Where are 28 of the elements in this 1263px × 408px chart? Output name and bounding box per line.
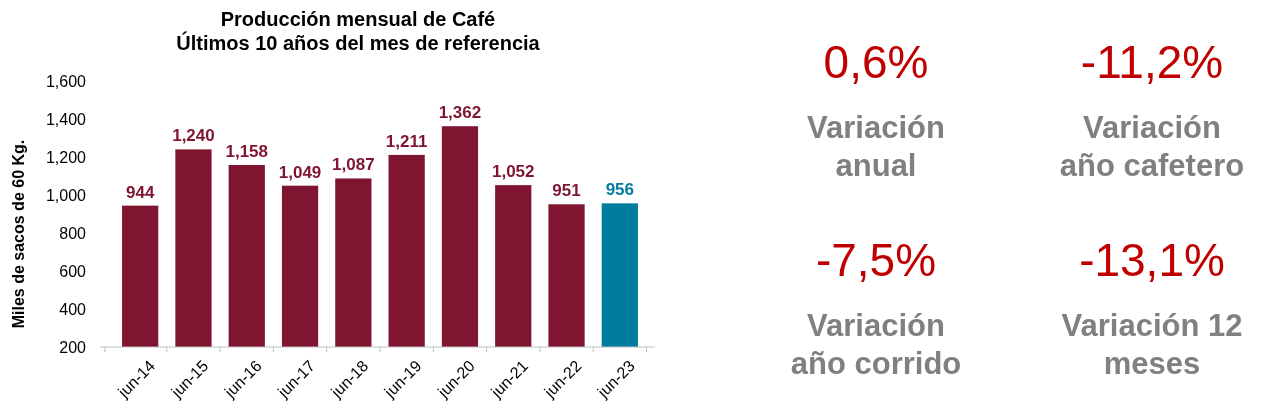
data-label: 1,087 [332,155,375,175]
text: Variación año cafetero [1059,110,1245,183]
y-tick-label: 1,000 [45,186,87,204]
y-tick-label: 1,400 [45,110,87,128]
text: Variación anual [807,110,945,183]
chart-title: Producción mensual de Café Últimos 10 años del mes de referencia [176,8,541,54]
text: Variación 12 meses [1061,308,1243,381]
data-label: 1,158 [225,141,269,161]
y-tick-label: 200 [59,338,87,356]
text: Variación año corrido [790,308,962,381]
text: 0,6% [823,36,929,88]
y-tick-label: 800 [59,224,87,242]
data-label: 951 [552,181,581,201]
y-axis-title: Miles de sacos de 60 Kg. [10,139,27,329]
y-tick-label: 1,600 [45,72,87,90]
data-label: 944 [125,182,155,202]
data-label: 1,049 [278,162,322,182]
data-label: 1,211 [385,131,428,151]
text: -7,5% [815,234,937,286]
data-label: 1,362 [438,103,482,123]
text: -11,2% [1080,36,1224,88]
y-tick-label: 400 [59,300,87,318]
data-label: 1,240 [172,126,215,146]
y-tick-label: 1,200 [45,148,87,166]
y-tick-label: 600 [59,262,87,280]
data-label: 956 [605,180,635,200]
text: -13,1% [1079,234,1225,286]
data-label: 1,052 [491,162,535,182]
